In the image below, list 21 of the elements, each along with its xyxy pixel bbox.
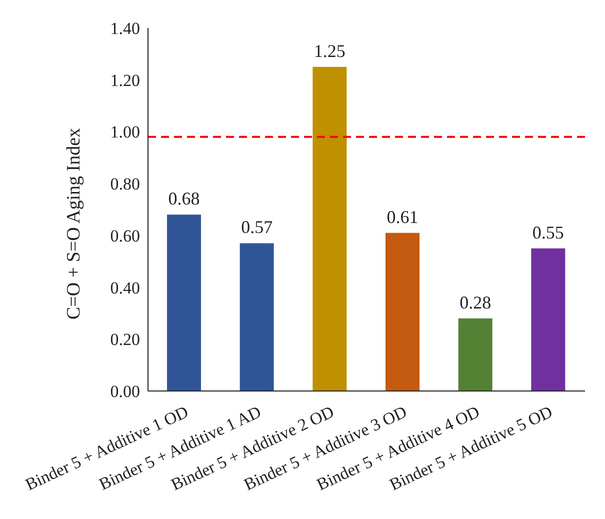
- bar: [531, 248, 566, 391]
- data-label: 0.61: [386, 206, 418, 227]
- y-tick-label: 0.20: [110, 330, 140, 350]
- y-tick-label: 0.80: [110, 174, 140, 194]
- data-label: 0.57: [241, 217, 273, 238]
- y-tick-label: 1.00: [110, 122, 140, 142]
- y-axis-title: C=O + S=O Aging Index: [64, 127, 85, 320]
- y-tick-label: 0.60: [110, 226, 140, 246]
- bar: [458, 318, 492, 391]
- bar: [240, 243, 274, 391]
- y-tick-label: 1.20: [110, 70, 140, 90]
- bar: [167, 214, 201, 391]
- data-label: 0.55: [532, 222, 564, 242]
- y-tick-label: 0.40: [110, 278, 140, 298]
- bar: [312, 66, 347, 391]
- bar: [386, 232, 420, 391]
- data-label: 0.28: [460, 292, 492, 312]
- y-tick-label: 0.00: [110, 382, 140, 402]
- data-label: 0.68: [168, 188, 200, 209]
- data-label: 1.25: [314, 40, 346, 61]
- y-tick-label: 1.40: [110, 19, 140, 38]
